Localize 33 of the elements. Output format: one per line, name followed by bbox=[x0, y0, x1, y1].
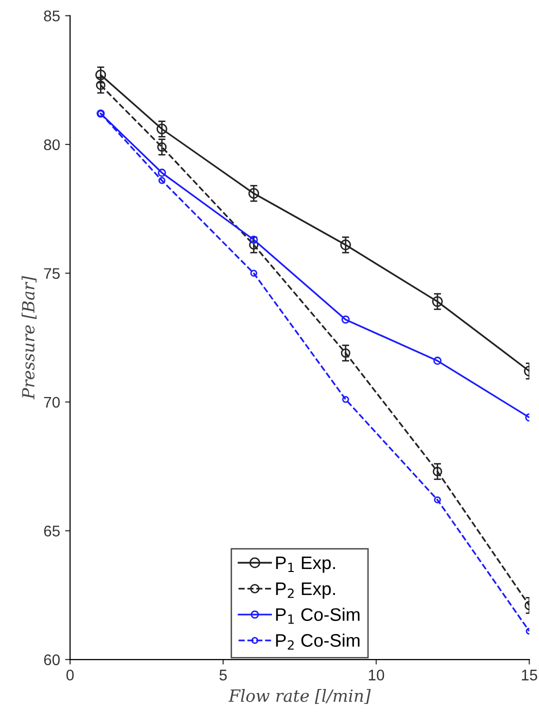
point bbox=[432, 466, 442, 476]
legend-label: P$_{1}$ Co-Sim bbox=[276, 608, 360, 624]
x-tick-label: 5 bbox=[220, 670, 227, 680]
legend-label: P$_{1}$ Exp. bbox=[276, 556, 335, 573]
legend-label: P$_{2}$ Co-Sim bbox=[276, 634, 360, 650]
point bbox=[95, 70, 106, 80]
point bbox=[250, 236, 258, 244]
point bbox=[342, 396, 350, 403]
point bbox=[158, 177, 166, 184]
point bbox=[250, 270, 258, 277]
x-axis-title: Flow rate [l/min] bbox=[228, 689, 371, 704]
y-tick-label: 70 bbox=[44, 396, 60, 408]
y-tick-label: 60 bbox=[44, 654, 60, 666]
point bbox=[96, 80, 106, 90]
y-tick-label: 85 bbox=[44, 10, 60, 22]
y-tick-label: 80 bbox=[44, 139, 60, 150]
point bbox=[248, 188, 260, 199]
x-tick-label: 0 bbox=[66, 670, 74, 680]
point bbox=[340, 348, 350, 358]
point bbox=[342, 315, 350, 324]
point bbox=[340, 240, 351, 250]
x-tick-label: 15 bbox=[522, 670, 538, 680]
x-tick-label: 10 bbox=[368, 670, 384, 680]
y-axis-title: Pressure [Bar] bbox=[22, 276, 37, 400]
legend-label: P$_{2}$ Exp. bbox=[276, 582, 335, 599]
y-tick-label: 75 bbox=[44, 268, 60, 279]
y-tick-label: 65 bbox=[44, 526, 60, 536]
point bbox=[158, 168, 166, 177]
point bbox=[434, 496, 441, 504]
point bbox=[432, 296, 443, 307]
point bbox=[433, 356, 442, 365]
point bbox=[156, 124, 168, 134]
point bbox=[157, 142, 167, 152]
